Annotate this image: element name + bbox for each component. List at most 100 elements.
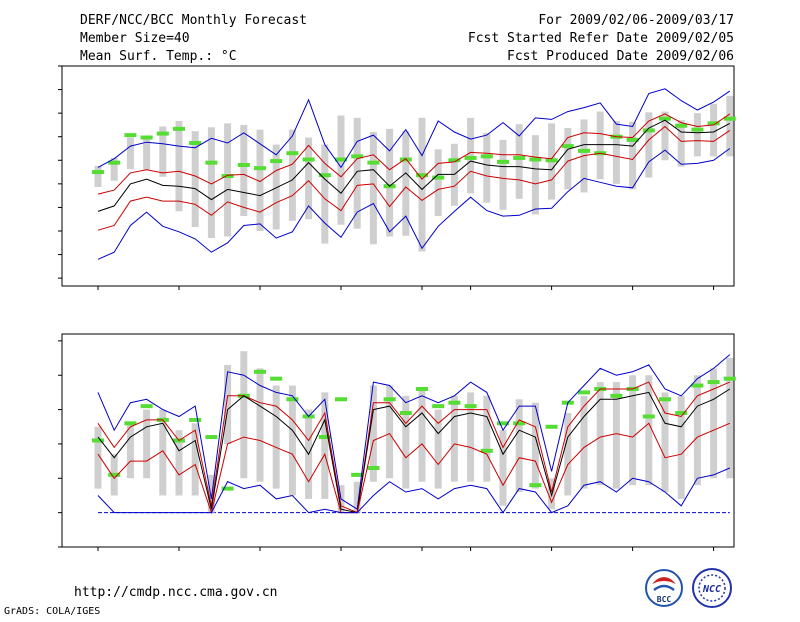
prec-observed-mark (221, 486, 234, 491)
temp-observed-mark (480, 154, 493, 159)
temp-spread-box (159, 126, 167, 177)
prec-observed-mark (399, 411, 412, 416)
prec-observed-mark (578, 390, 590, 395)
temp-observed-mark (545, 158, 558, 163)
prec-observed-mark (270, 376, 283, 381)
prec-spread-box (191, 423, 199, 496)
temp-spread-box (402, 131, 410, 236)
temp-observed-mark (464, 155, 477, 160)
temp-spread-box (434, 149, 442, 217)
prec-spread-box (94, 426, 102, 489)
prec-observed-mark (92, 438, 104, 443)
prec-spread-box (386, 385, 394, 479)
prec-observed-mark (529, 483, 542, 488)
temp-spread-box (369, 132, 377, 245)
prec-spread-box (645, 375, 653, 486)
prec-spread-box (612, 382, 620, 489)
prec-spread-box (434, 409, 442, 489)
source-url: http://cmdp.ncc.cma.gov.cn (74, 585, 278, 600)
temp-spread-box (467, 117, 475, 194)
prec-spread-box (288, 385, 296, 496)
prec-observed-mark (124, 421, 137, 426)
prec-observed-mark (642, 414, 655, 419)
prec-spread-box (677, 395, 685, 499)
temp-observed-mark (448, 158, 461, 163)
temp-spread-box (483, 132, 491, 203)
temp-spread-box (693, 113, 701, 157)
prec-observed-mark (707, 380, 720, 385)
temp-observed-mark (124, 133, 137, 138)
temp-observed-mark (108, 160, 121, 165)
temp-observed-mark (173, 126, 185, 131)
prec-spread-box (175, 430, 183, 496)
temp-spread-box (499, 139, 507, 210)
temp-spread-box (677, 120, 685, 167)
temp-spread-box (564, 128, 572, 190)
prec-spread-box (224, 364, 232, 444)
prec-observed-mark (205, 435, 218, 440)
temp-spread-box (353, 117, 361, 229)
temp-spread-box (531, 135, 539, 215)
forecast-produced-date: Fcst Produced Date 2009/02/06 (507, 49, 734, 64)
temp-spread-box (321, 144, 329, 244)
temp-spread-box (661, 111, 669, 161)
prec-observed-mark (367, 465, 380, 470)
temp-observed-mark (318, 173, 331, 178)
temp-spread-box (418, 117, 426, 252)
temp-spread-box (726, 95, 734, 157)
temp-spread-box (110, 157, 118, 181)
temp-observed-mark (707, 121, 720, 126)
forecast-period: For 2009/02/06-2009/03/17 (538, 13, 734, 28)
temp-observed-mark (723, 116, 736, 121)
temp-observed-mark (189, 141, 202, 145)
temp-spread-box (288, 129, 296, 221)
prec-spread-box (256, 368, 264, 482)
bcc-logo-text: BCC (657, 595, 672, 604)
temp-observed-mark (156, 131, 169, 136)
prec-spread-box (402, 395, 410, 489)
prec-spread-box (661, 392, 669, 493)
prec-observed-mark (691, 383, 704, 388)
prec-observed-mark (108, 472, 121, 477)
temp-observed-mark (513, 155, 526, 160)
prec-observed-mark (513, 421, 526, 426)
prec-spread-box (272, 385, 280, 489)
prec-spread-box (353, 481, 361, 513)
temp-observed-mark (335, 157, 347, 162)
ncc-logo-text: NCC (702, 584, 721, 595)
prec-plot-frame (61, 333, 735, 548)
temp-series-inner-3 (97, 125, 731, 231)
prec-spread-box (240, 351, 248, 479)
temp-observed-mark (561, 144, 574, 149)
temp-spread-box (272, 144, 280, 230)
temp-series-mean-2 (97, 119, 731, 212)
ncc-logo: NCC (692, 568, 732, 608)
chart-title: DERF/NCC/BCC Monthly Forecast (80, 13, 307, 28)
prec-observed-mark (545, 424, 558, 429)
prec-observed-mark (675, 411, 688, 416)
temp-observed-mark (140, 135, 153, 140)
temp-observed-mark (92, 170, 104, 175)
temp-observed-mark (642, 128, 655, 133)
temp-observed-mark (286, 151, 299, 156)
prec-spread-box (710, 368, 718, 479)
prec-series-inner-1 (97, 381, 730, 514)
temp-spread-box (126, 137, 134, 169)
temp-spread-box (337, 115, 345, 225)
prec-observed-mark (383, 397, 396, 402)
prec-spread-box (499, 430, 507, 506)
prec-observed-mark (497, 421, 509, 426)
temp-spread-box (629, 121, 637, 190)
temp-observed-mark (221, 174, 234, 178)
temp-spread-box (224, 123, 232, 237)
temp-spread-box (515, 124, 523, 199)
temp-spread-box (256, 129, 264, 231)
temp-spread-box (143, 136, 151, 170)
temp-spread-box (240, 124, 248, 217)
temp-observed-mark (675, 123, 688, 128)
temp-observed-mark (659, 116, 671, 121)
variable-label: Mean Surf. Temp.: °C (80, 49, 237, 64)
prec-spread-box (143, 409, 151, 479)
prec-series-inner-3 (97, 422, 730, 515)
